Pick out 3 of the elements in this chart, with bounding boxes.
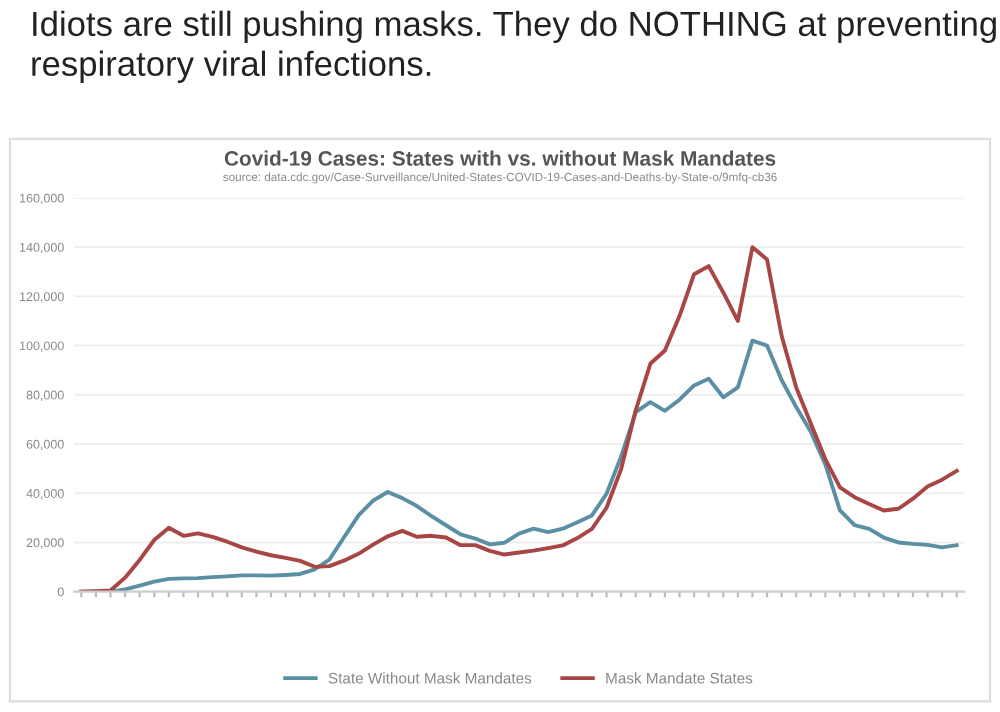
chart-title: Covid-19 Cases: States with vs. without Mask Mandates: [224, 150, 776, 166]
text: Idiots are still pushing masks. They do NOTHING at preventing respiratory viral infections.: [32, 10, 996, 83]
line-series: [79, 245, 959, 592]
